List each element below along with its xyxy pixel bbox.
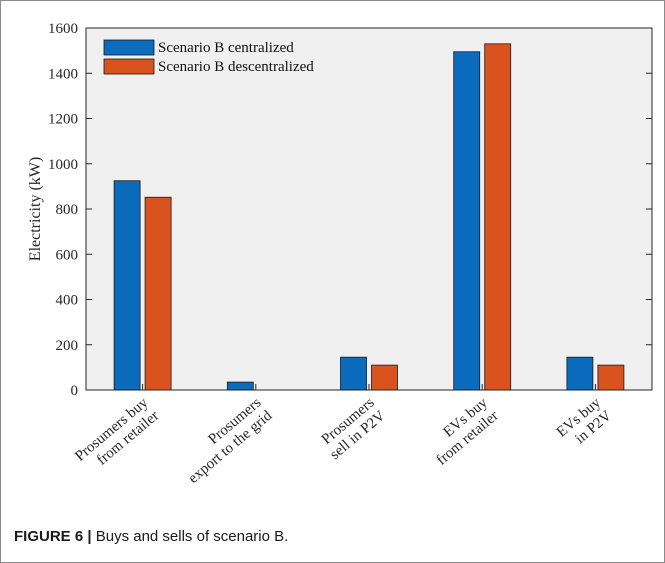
plot-area: [85, 27, 653, 391]
y-tick-label: 200: [56, 338, 79, 354]
legend-label: Scenario B descentralized: [158, 59, 314, 75]
y-tick-label: 1200: [48, 112, 78, 128]
x-category-label: EVs buyin P2V: [554, 394, 615, 453]
bar-chart: 0 200 400 600 800 1000 1200 1400 1600 Prosumers …: [27, 21, 653, 487]
legend: Scenario B centralized Scenario B descent…: [103, 39, 314, 75]
bar-descentralized: [484, 43, 512, 391]
figure-caption: FIGURE 6 | Buys and sells of scenario B.: [14, 528, 288, 545]
x-category-label: Prosumers buyfrom retailer: [72, 394, 162, 477]
y-tick-label: 1000: [48, 157, 78, 173]
legend-label: Scenario B centralized: [158, 40, 294, 56]
bar-centralized: [566, 356, 594, 391]
x-axis-labels: Prosumers buyfrom retailer Prosumersexpor…: [72, 384, 615, 487]
y-tick-label: 1600: [48, 21, 78, 37]
bar-descentralized: [144, 196, 172, 391]
bar-centralized: [340, 356, 367, 391]
bars: [113, 43, 625, 391]
y-axis-ticks: 0 200 400 600 800 1000 1200 1400 1600: [48, 21, 652, 399]
y-tick-label: 400: [56, 293, 79, 309]
bar-centralized: [113, 180, 141, 391]
legend-swatch: [103, 39, 155, 56]
y-tick-label: 600: [56, 247, 79, 263]
bar-descentralized: [371, 364, 398, 391]
bar-centralized: [226, 381, 254, 391]
figure-caption-text: Buys and sells of scenario B.: [95, 528, 289, 545]
bar-descentralized: [597, 364, 625, 391]
bar-centralized: [453, 51, 481, 391]
legend-swatch: [103, 58, 155, 75]
x-category-label: EVs buyfrom retailer: [423, 394, 502, 468]
y-tick-label: 1400: [48, 66, 78, 82]
x-category-label: Prosumerssell in P2V: [316, 395, 388, 463]
y-tick-label: 0: [71, 383, 79, 399]
y-axis-label: Electricity (kW): [27, 157, 44, 261]
x-category-label: Prosumersexport to the grid: [175, 394, 276, 486]
figure-caption-label: FIGURE 6 |: [14, 528, 92, 545]
y-tick-label: 800: [56, 202, 79, 218]
